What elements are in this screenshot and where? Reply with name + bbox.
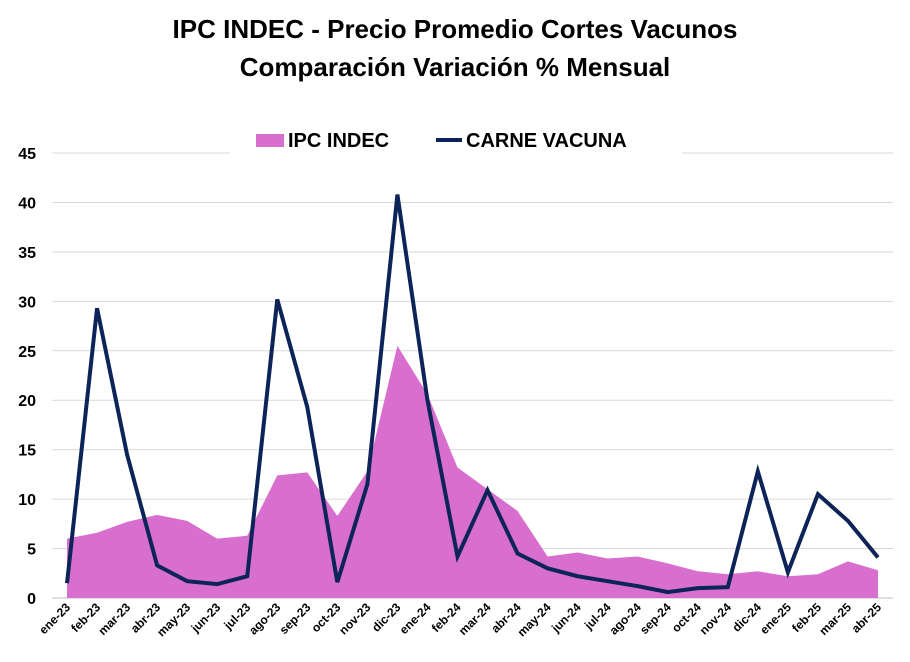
x-tick-label: jun-24 (548, 600, 584, 636)
y-tick-label: 5 (27, 542, 36, 559)
legend-label-ipc-indec: IPC INDEC (288, 130, 389, 152)
x-tick-label: ago-23 (246, 600, 283, 637)
y-tick-label: 35 (18, 245, 36, 262)
y-tick-label: 0 (27, 591, 36, 608)
x-tick-label: ene-25 (757, 600, 794, 637)
legend: IPC INDEC CARNE VACUNA (230, 126, 682, 156)
ipc-indec-area (67, 345, 878, 598)
x-tick-label: ene-24 (397, 600, 434, 637)
y-tick-label: 10 (18, 492, 36, 509)
x-tick-label: ene-23 (36, 600, 73, 637)
x-tick-label: abr-25 (849, 600, 885, 636)
carne-vacuna-line (65, 194, 880, 595)
x-tick-label: mar-24 (456, 600, 494, 638)
x-tick-label: may-23 (154, 600, 193, 639)
x-tick-label: ago-24 (607, 600, 644, 637)
y-axis: 0 5 10 15 20 25 30 35 40 45 (18, 146, 36, 608)
y-tick-label: 25 (18, 344, 36, 361)
y-tick-label: 45 (18, 146, 36, 163)
x-tick-label: jun-23 (188, 600, 224, 636)
x-tick-label: sep-23 (277, 600, 314, 637)
y-tick-label: 20 (18, 393, 36, 410)
x-tick-label: sep-24 (637, 600, 674, 637)
x-tick-label: nov-23 (336, 600, 373, 637)
x-tick-label: nov-24 (697, 600, 734, 637)
x-tick-label: mar-25 (816, 600, 854, 638)
x-tick-label: may-24 (515, 600, 554, 639)
x-axis: ene-23feb-23mar-23abr-23may-23jun-23jul-… (36, 600, 884, 639)
x-tick-label: mar-23 (95, 600, 133, 638)
chart-title: IPC INDEC - Precio Promedio Cortes Vacun… (172, 14, 738, 44)
y-tick-label: 15 (18, 443, 36, 460)
y-tick-label: 40 (18, 195, 36, 212)
legend-swatch-ipc-indec (256, 134, 284, 147)
chart-subtitle: Comparación Variación % Mensual (239, 52, 671, 82)
y-tick-label: 30 (18, 294, 36, 311)
legend-label-carne-vacuna: CARNE VACUNA (466, 130, 627, 152)
